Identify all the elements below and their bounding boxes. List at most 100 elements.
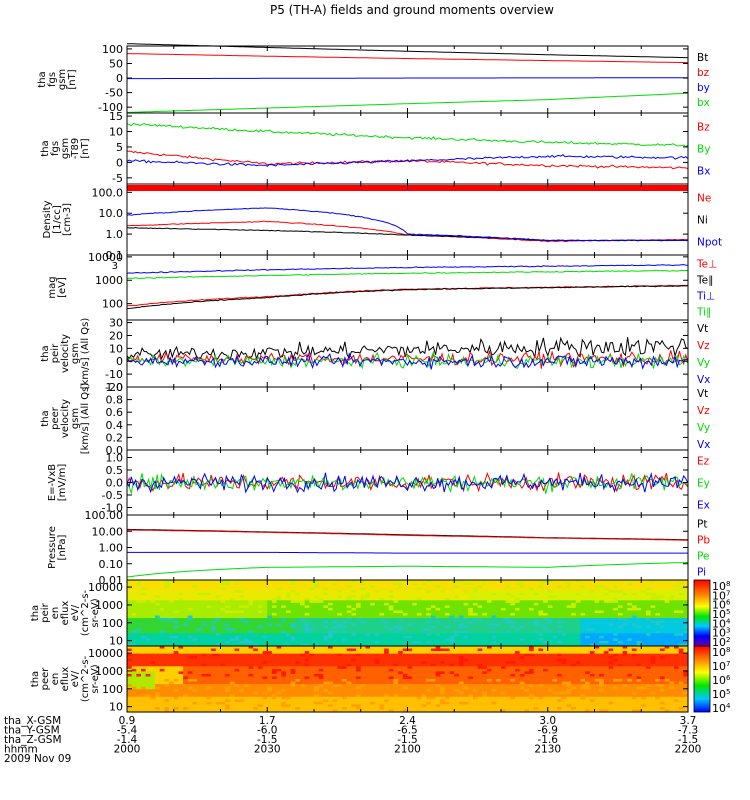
heatmap-cell [239, 610, 245, 614]
heatmap-cell [239, 607, 245, 612]
heatmap-cell [299, 658, 306, 662]
heatmap-cell [328, 673, 334, 678]
heatmap-cell [650, 597, 656, 601]
heatmap-cell [220, 661, 226, 665]
heatmap-cell [388, 620, 395, 624]
heatmap-cell [141, 580, 147, 584]
heatmap-cell [136, 704, 142, 708]
heatmap-cell [594, 635, 600, 639]
heatmap-cell [430, 625, 437, 629]
heatmap-cell [468, 605, 474, 609]
heatmap-cell [468, 590, 474, 594]
heatmap-cell [127, 628, 133, 632]
heatmap-cell [538, 640, 544, 645]
heatmap-cell [463, 643, 469, 647]
heatmap-cell [594, 628, 600, 632]
heatmap-cell [557, 582, 563, 586]
heatmap-cell [486, 625, 493, 629]
heatmap-cell [566, 595, 572, 599]
heatmap-cell [150, 689, 156, 693]
heatmap-cell [463, 580, 469, 584]
heatmap-cell [234, 587, 240, 591]
heatmap-cell [374, 592, 381, 596]
heatmap-cell [295, 676, 301, 680]
heatmap-cell [192, 704, 198, 708]
heatmap-cell [304, 595, 310, 599]
heatmap-cell [131, 625, 137, 629]
heatmap-cell [664, 602, 670, 606]
heatmap-cell [379, 625, 385, 629]
heatmap-cell [192, 615, 198, 619]
heatmap-cell [183, 625, 189, 629]
heatmap-cell [388, 587, 395, 591]
heatmap-cell [276, 658, 282, 662]
heatmap-cell [533, 607, 539, 612]
heatmap-cell [617, 633, 624, 637]
heatmap-cell [655, 625, 661, 629]
heatmap-cell [131, 686, 137, 690]
heatmap-cell [183, 666, 189, 670]
heatmap-cell [225, 635, 231, 639]
heatmap-cell [295, 656, 301, 660]
heatmap-cell [328, 658, 334, 662]
heatmap-cell [388, 615, 395, 619]
heatmap-cell [169, 625, 175, 629]
heatmap-cell [636, 630, 642, 634]
heatmap-cell [309, 595, 315, 599]
heatmap-cell [271, 671, 278, 675]
heatmap-cell [328, 618, 334, 622]
heatmap-cell [384, 590, 390, 594]
heatmap-cell [131, 691, 137, 695]
heatmap-cell [229, 673, 236, 678]
heatmap-cell [192, 696, 198, 700]
heatmap-cell [566, 618, 572, 622]
heatmap-cell [468, 580, 474, 584]
heatmap-cell [599, 643, 605, 647]
heatmap-cell [435, 602, 441, 606]
heatmap-cell [164, 661, 170, 665]
heatmap-cell [220, 701, 226, 705]
heatmap-cell [412, 633, 418, 637]
heatmap-cell [145, 666, 151, 670]
heatmap-cell [290, 580, 296, 584]
heatmap-cell [257, 640, 264, 645]
heatmap-cell [571, 605, 577, 609]
heatmap-cell [332, 709, 338, 713]
heatmap-cell [482, 592, 488, 596]
heatmap-cell [678, 610, 684, 614]
heatmap-cell [304, 602, 310, 606]
heatmap-cell [407, 602, 413, 606]
heatmap-cell [655, 620, 661, 624]
heatmap-cell [328, 709, 334, 713]
heatmap-cell [220, 625, 226, 629]
heatmap-cell [257, 587, 264, 591]
heatmap-cell [248, 585, 254, 589]
heatmap-cell [496, 630, 502, 634]
heatmap-cell [374, 648, 381, 652]
heatmap-cell [673, 610, 680, 614]
heatmap-cell [285, 592, 292, 596]
heatmap-cell [365, 613, 371, 617]
heatmap-cell [515, 587, 521, 591]
heatmap-cell [276, 671, 282, 675]
heatmap-cell [150, 694, 156, 698]
heatmap-cell [201, 643, 208, 647]
heatmap-cell [342, 646, 348, 650]
heatmap-cell [248, 600, 254, 604]
heatmap-cell [571, 597, 577, 601]
y-axis-label: peer [50, 406, 61, 430]
heatmap-cell [659, 585, 666, 589]
heatmap-cell [430, 605, 437, 609]
heatmap-cell [318, 623, 324, 627]
heatmap-cell [276, 651, 282, 655]
heatmap-cell [239, 663, 245, 667]
heatmap-cell [365, 580, 371, 584]
heatmap-cell [365, 681, 371, 685]
heatmap-cell [641, 635, 647, 639]
heatmap-cell [585, 592, 591, 596]
heatmap-cell [365, 585, 371, 589]
heatmap-cell [617, 628, 624, 632]
heatmap-cell [215, 681, 222, 685]
heatmap-cell [515, 615, 521, 619]
heatmap-cell [337, 671, 343, 675]
